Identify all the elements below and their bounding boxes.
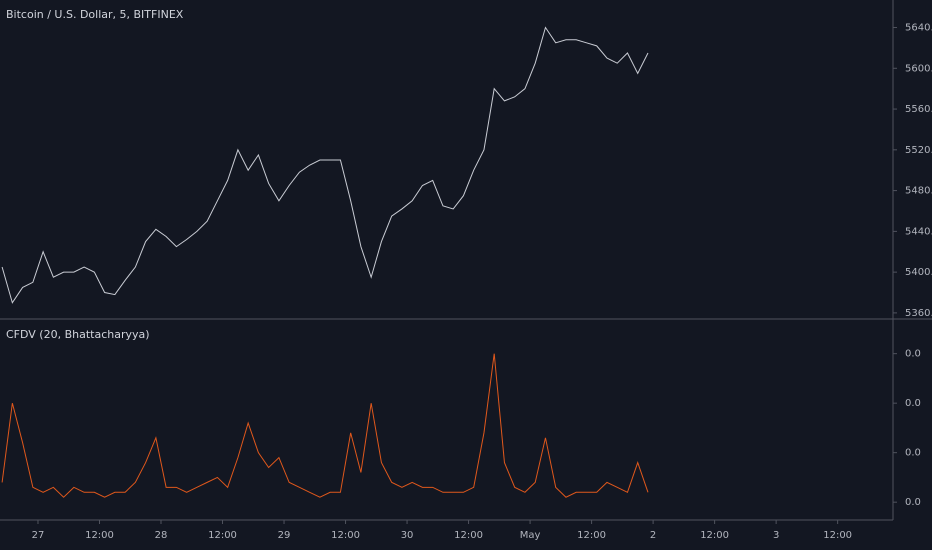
x-tick-label: 12:00 [85, 530, 114, 541]
y-tick-label: 0.0 [905, 448, 921, 459]
x-tick-label: 12:00 [331, 530, 360, 541]
x-tick-label: 29 [278, 530, 291, 541]
x-tick-label: 12:00 [700, 530, 729, 541]
y-tick-label: 5600.0 [905, 63, 932, 74]
y-tick-label: 5560.0 [905, 104, 932, 115]
data-line [1, 353, 649, 498]
x-tick-label: 3 [773, 530, 779, 541]
x-tick-label: 30 [401, 530, 414, 541]
y-tick-label: 0.0 [905, 497, 921, 508]
pane-title: Bitcoin / U.S. Dollar, 5, BITFINEX [6, 8, 184, 21]
y-tick-label: 5640.0 [905, 23, 932, 34]
x-tick-label: 28 [155, 530, 168, 541]
y-tick-label: 5520.0 [905, 145, 932, 156]
y-tick-label: 5440.0 [905, 226, 932, 237]
y-tick-label: 5480.0 [905, 186, 932, 197]
x-tick-label: 12:00 [454, 530, 483, 541]
y-tick-label: 5360.0 [905, 308, 932, 319]
x-tick-label: May [520, 530, 541, 541]
x-tick-label: 2 [650, 530, 656, 541]
x-tick-label: 27 [32, 530, 45, 541]
y-tick-label: 0.0 [905, 398, 921, 409]
y-tick-label: 0.0 [905, 349, 921, 360]
data-line [1, 26, 649, 304]
x-tick-label: 12:00 [823, 530, 852, 541]
pane-title: CFDV (20, Bhattacharyya) [6, 328, 150, 341]
y-tick-label: 5400.0 [905, 267, 932, 278]
x-tick-label: 12:00 [208, 530, 237, 541]
x-tick-label: 12:00 [577, 530, 606, 541]
